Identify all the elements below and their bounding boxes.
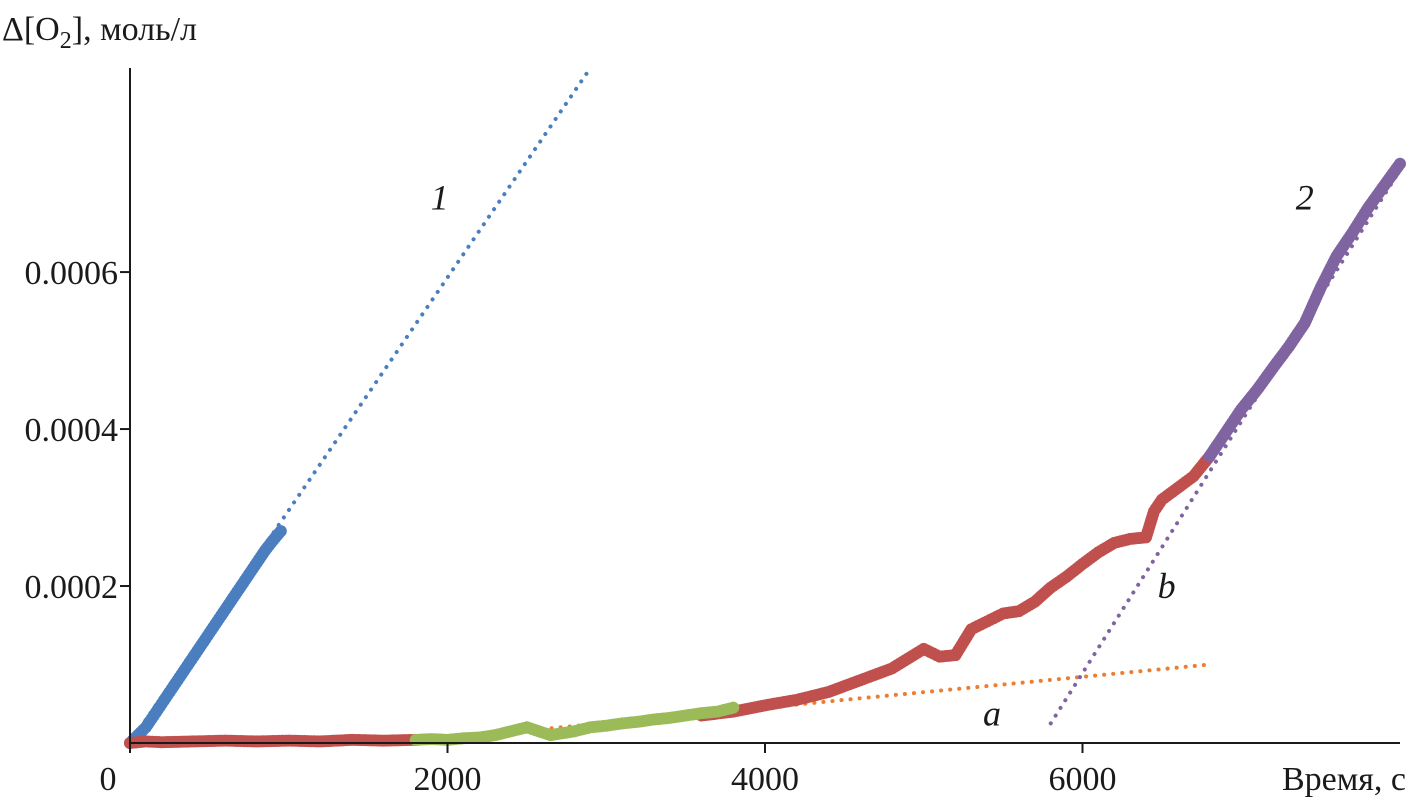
y-axis-label-subscript: 2 xyxy=(60,28,72,54)
y-axis-label: Δ[O2], моль/л xyxy=(2,11,197,54)
x-tick-label: 6000 xyxy=(1049,761,1117,798)
annotations: 1 2 a b xyxy=(431,177,1314,733)
series-3 xyxy=(1203,157,1406,463)
x-tick-label: 4000 xyxy=(731,761,799,798)
data-point xyxy=(727,701,740,714)
y-tick-label: 0.0002 xyxy=(25,569,119,606)
data-points xyxy=(124,157,1406,749)
annotation-2: 2 xyxy=(1296,177,1314,217)
trend-line-6 xyxy=(1048,168,1402,726)
annotation-1: 1 xyxy=(431,177,449,217)
trend-line-5 xyxy=(413,662,1212,744)
annotation-b: b xyxy=(1158,566,1176,606)
y-axis-label-prefix: Δ[O xyxy=(2,11,60,48)
axes xyxy=(129,68,1400,744)
data-point xyxy=(274,525,287,538)
dotted-trend-lines xyxy=(128,66,1402,745)
data-point xyxy=(1394,157,1406,170)
x-axis-label: Время, с xyxy=(1282,761,1406,798)
y-tick-label: 0.0006 xyxy=(25,255,119,292)
x-tick-label: 2000 xyxy=(414,761,482,798)
series-2 xyxy=(409,701,740,746)
annotation-a: a xyxy=(983,694,1001,734)
series-1 xyxy=(124,450,1216,749)
y-tick-label: 0.0004 xyxy=(25,412,119,449)
tick-labels: 0 2000 4000 6000 0.0002 0.0004 0.0006 xyxy=(25,255,1117,798)
series-0 xyxy=(124,525,287,749)
y-axis-label-suffix: ], моль/л xyxy=(72,11,197,48)
x-tick-label: 0 xyxy=(100,761,117,798)
